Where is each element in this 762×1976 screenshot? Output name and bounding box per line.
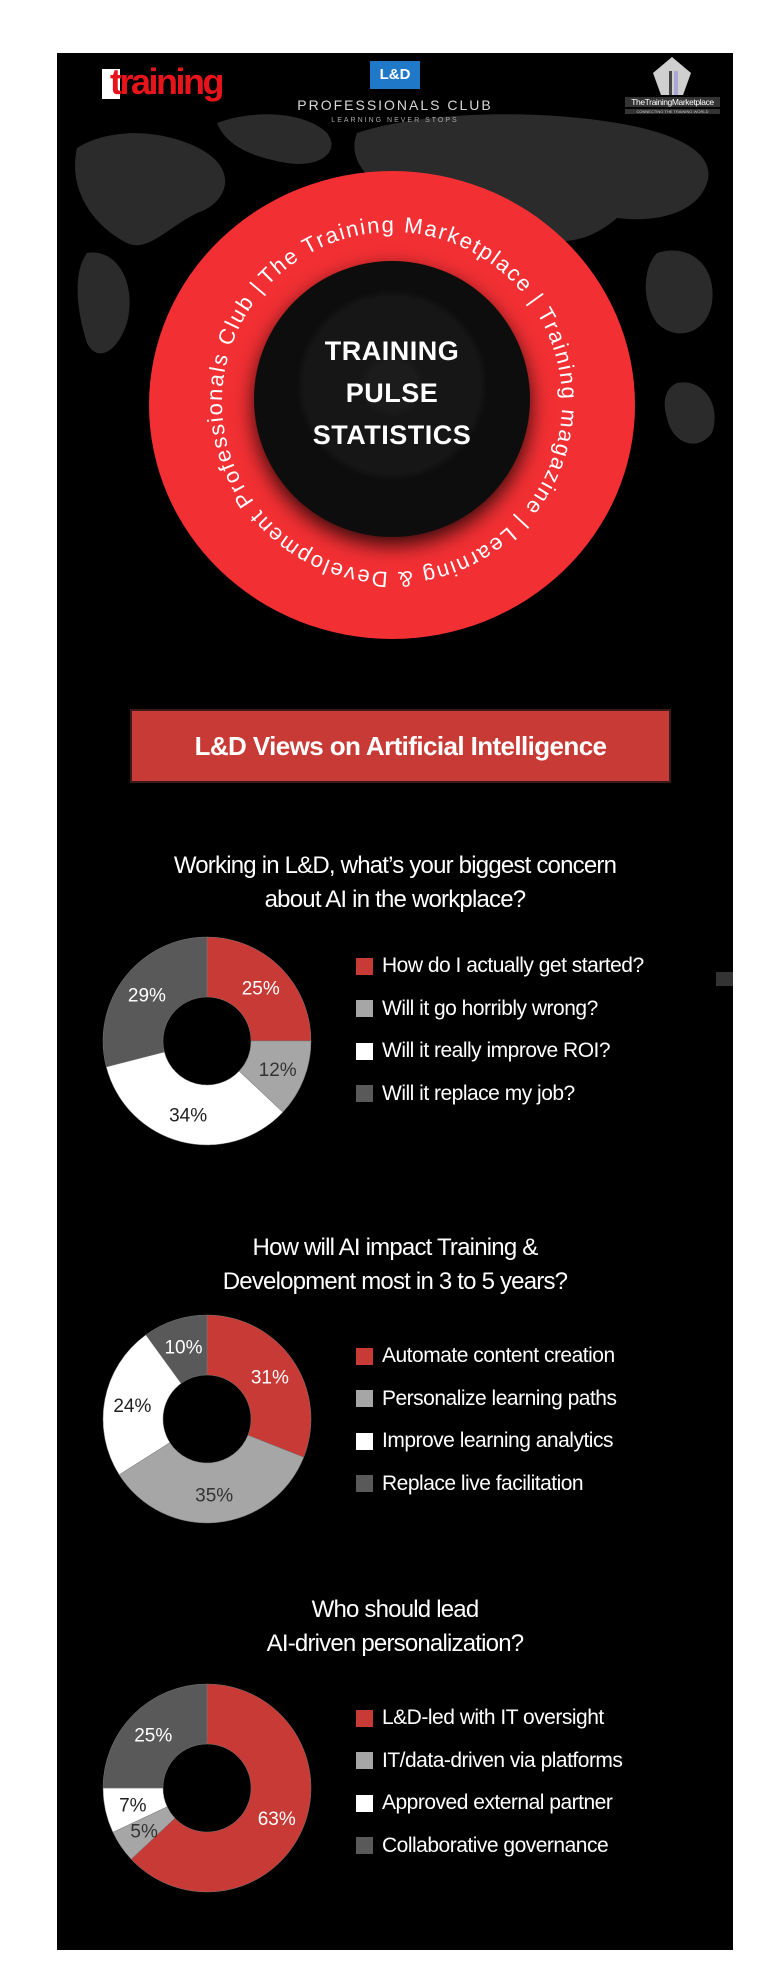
infographic-panel: training L&D PROFESSIONALS CLUB LEARNING… bbox=[57, 53, 733, 1950]
slice-label: 63% bbox=[258, 1809, 296, 1830]
chart-legend: How do I actually get started? Will it go… bbox=[356, 945, 644, 1115]
chart-title: How will AI impact Training & Development… bbox=[57, 1231, 733, 1299]
section-banner: L&D Views on Artificial Intelligence bbox=[130, 709, 671, 783]
legend-label: Collaborative governance bbox=[382, 1833, 609, 1857]
chart-title: Working in L&D, what’s your biggest conc… bbox=[57, 849, 733, 917]
hero-title-line: STATISTICS bbox=[312, 420, 472, 450]
diamond-logo-icon bbox=[653, 57, 691, 95]
legend-label: Replace live facilitation bbox=[382, 1471, 584, 1495]
ld-club-logo-name: PROFESSIONALS CLUB bbox=[297, 97, 493, 113]
legend-label: Approved external partner bbox=[382, 1791, 613, 1815]
chart-legend: L&D-led with IT oversight IT/data-driven … bbox=[356, 1697, 623, 1868]
chart-title-line: about AI in the workplace? bbox=[264, 886, 527, 913]
slice-label: 25% bbox=[134, 1725, 172, 1746]
donut-slice bbox=[206, 936, 312, 1042]
slice-label: 5% bbox=[130, 1822, 158, 1843]
legend-swatch bbox=[356, 1432, 373, 1450]
legend-label: Will it really improve ROI? bbox=[382, 1039, 611, 1063]
edge-marker bbox=[716, 972, 733, 986]
legend-item: Will it go horribly wrong? bbox=[356, 988, 644, 1031]
chart-title-line: Working in L&D, what’s your biggest conc… bbox=[173, 852, 617, 879]
chart-title-line: Development most in 3 to 5 years? bbox=[222, 1268, 568, 1295]
training-marketplace-logo: TheTrainingMarketplace CONNECTING THE TR… bbox=[625, 55, 720, 125]
donut-slice bbox=[145, 1314, 208, 1384]
donut-slice bbox=[130, 1683, 312, 1893]
slice-label: 25% bbox=[242, 978, 280, 999]
chart-title: Who should lead AI-driven personalization… bbox=[57, 1593, 733, 1661]
slice-label: 12% bbox=[259, 1060, 297, 1081]
legend-swatch bbox=[356, 1042, 373, 1060]
hero-title-line: PULSE bbox=[345, 378, 439, 408]
legend-swatch bbox=[356, 1794, 373, 1812]
slice-label: 24% bbox=[113, 1396, 151, 1417]
world-map-background bbox=[75, 114, 715, 444]
legend-item: Replace live facilitation bbox=[356, 1463, 617, 1506]
donut-slice bbox=[102, 936, 208, 1068]
legend-swatch bbox=[356, 1475, 373, 1493]
chart-title-line: AI-driven personalization? bbox=[266, 1630, 525, 1657]
legend-label: L&D-led with IT oversight bbox=[382, 1706, 604, 1730]
donut-slice bbox=[102, 1334, 182, 1476]
donut-chart: 31% 35% 24% 10% bbox=[102, 1314, 312, 1524]
donut-chart: 63% 5% 7% 25% bbox=[102, 1683, 312, 1893]
legend-item: Will it really improve ROI? bbox=[356, 1030, 644, 1073]
ld-club-logo-tagline: LEARNING NEVER STOPS bbox=[331, 117, 459, 124]
chart-title-line: How will AI impact Training & bbox=[252, 1234, 539, 1261]
legend-swatch bbox=[356, 1347, 373, 1365]
legend-item: Improve learning analytics bbox=[356, 1420, 617, 1463]
legend-label: Personalize learning paths bbox=[382, 1386, 617, 1410]
donut-slice bbox=[206, 1314, 312, 1458]
donut-chart: 25% 12% 34% 29% bbox=[102, 936, 312, 1146]
legend-swatch bbox=[356, 1837, 373, 1855]
ld-club-logo-badge: L&D bbox=[370, 61, 420, 89]
legend-item: Personalize learning paths bbox=[356, 1378, 617, 1421]
hero-title-line: TRAINING bbox=[324, 336, 460, 366]
legend-item: IT/data-driven via platforms bbox=[356, 1740, 623, 1783]
legend-swatch bbox=[356, 1085, 373, 1103]
legend-swatch bbox=[356, 1390, 373, 1408]
legend-item: Collaborative governance bbox=[356, 1825, 622, 1868]
legend-label: How do I actually get started? bbox=[382, 954, 644, 978]
legend-label: Will it replace my job? bbox=[382, 1081, 575, 1105]
donut-slice bbox=[118, 1434, 305, 1524]
legend-item: Will it replace my job? bbox=[356, 1073, 644, 1116]
chart-title-line: Who should lead bbox=[311, 1596, 480, 1623]
training-logo-text: training bbox=[110, 61, 225, 102]
chart-legend: Automate content creation Personalize lea… bbox=[356, 1335, 617, 1505]
legend-item: Automate content creation bbox=[356, 1335, 617, 1378]
legend-label: Improve learning analytics bbox=[382, 1429, 613, 1453]
hero-ring: The Training Marketplace | Training maga… bbox=[149, 171, 635, 639]
hero-title: TRAINING PULSE STATISTICS bbox=[292, 330, 492, 456]
slice-label: 10% bbox=[164, 1338, 202, 1359]
training-marketplace-logo-tagline: CONNECTING THE TRAINING WORLD bbox=[625, 109, 720, 114]
legend-swatch bbox=[356, 1000, 373, 1018]
slice-label: 34% bbox=[169, 1106, 207, 1127]
slice-label: 31% bbox=[251, 1367, 289, 1388]
donut-slice bbox=[105, 1051, 284, 1146]
slice-label: 7% bbox=[119, 1796, 147, 1817]
legend-label: Will it go horribly wrong? bbox=[382, 996, 598, 1020]
legend-swatch bbox=[356, 1752, 373, 1770]
donut-slice bbox=[102, 1683, 208, 1789]
training-marketplace-logo-name: TheTrainingMarketplace bbox=[625, 97, 720, 107]
slice-label: 35% bbox=[195, 1486, 233, 1507]
legend-label: Automate content creation bbox=[382, 1344, 615, 1368]
legend-label: IT/data-driven via platforms bbox=[382, 1748, 623, 1772]
legend-swatch bbox=[356, 1709, 373, 1727]
legend-item: Approved external partner bbox=[356, 1782, 622, 1825]
legend-item: L&D-led with IT oversight bbox=[356, 1697, 622, 1740]
dark-center-circle bbox=[254, 261, 530, 537]
slice-label: 29% bbox=[128, 985, 166, 1006]
legend-swatch bbox=[356, 957, 373, 975]
legend-item: How do I actually get started? bbox=[356, 945, 644, 988]
